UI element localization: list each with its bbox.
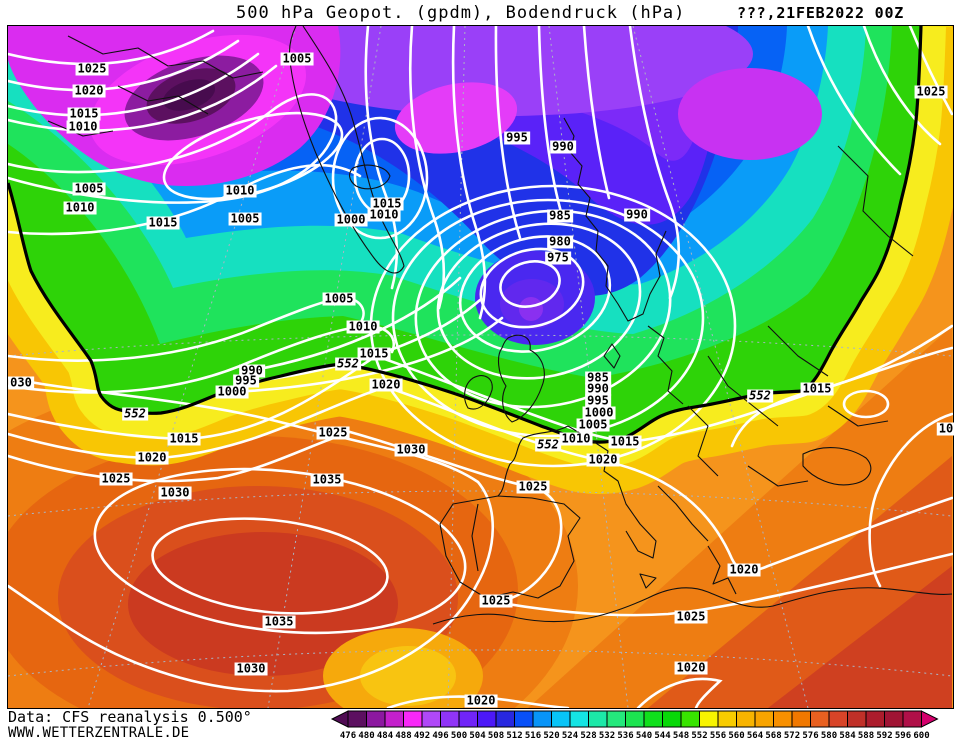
chart-title: 500 hPa Geopot. (gpdm), Bodendruck (hPa) xyxy=(236,3,686,23)
colorbar-tick: 564 xyxy=(747,731,764,741)
colorbar-segment xyxy=(736,710,756,728)
colorbar-segment xyxy=(440,710,460,728)
colorbar-tick: 552 xyxy=(691,731,707,741)
colorbar-segment xyxy=(495,710,515,728)
colorbar-segment xyxy=(606,710,626,728)
colorbar-tick: 480 xyxy=(358,731,374,741)
colorbar-segment xyxy=(828,710,848,728)
colorbar-tick: 488 xyxy=(395,731,411,741)
graticule xyxy=(8,26,953,708)
colorbar-tick: 516 xyxy=(525,731,541,741)
coastlines xyxy=(47,26,953,625)
colorbar-tick: 588 xyxy=(858,731,874,741)
website-credit: WWW.WETTERZENTRALE.DE xyxy=(8,725,190,741)
geopotential-552-contour xyxy=(8,26,923,444)
colorbar-tick: 572 xyxy=(784,731,800,741)
colorbar-segment xyxy=(458,710,478,728)
colorbar-segment xyxy=(865,710,885,728)
map-field-svg xyxy=(8,26,953,708)
colorbar-tick: 540 xyxy=(636,731,652,741)
chart-datetime: ???,21FEB2022 00Z xyxy=(737,4,905,22)
colorbar-segment xyxy=(384,710,404,728)
colorbar-tick: 520 xyxy=(543,731,559,741)
colorbar-tick: 528 xyxy=(580,731,596,741)
data-credit: Data: CFS reanalysis 0.500° xyxy=(8,708,252,726)
colorbar-segment xyxy=(754,710,774,728)
colorbar-tick: 508 xyxy=(488,731,504,741)
colorbar-segment xyxy=(643,710,663,728)
colorbar-left-arrow xyxy=(330,710,349,728)
colorbar-segment xyxy=(699,710,719,728)
colorbar-segment xyxy=(366,710,386,728)
colorbar-tick: 524 xyxy=(562,731,579,741)
colorbar-tick: 532 xyxy=(599,731,615,741)
colorbar-tick: 584 xyxy=(839,731,856,741)
colorbar-tick: 476 xyxy=(340,731,356,741)
colorbar-tick: 556 xyxy=(710,731,726,741)
colorbar-segment xyxy=(717,710,737,728)
colorbar-tick: 596 xyxy=(895,731,911,741)
colorbar-tick: 548 xyxy=(673,731,689,741)
colorbar-tick: 576 xyxy=(802,731,818,741)
colorbar-tick: 568 xyxy=(765,731,781,741)
colorbar-tick: 592 xyxy=(876,731,892,741)
colorbar-segment xyxy=(791,710,811,728)
colorbar-segment xyxy=(810,710,830,728)
colorbar-segment xyxy=(625,710,645,728)
colorbar-segment xyxy=(551,710,571,728)
colorbar-segment xyxy=(680,710,700,728)
colorbar-tick: 496 xyxy=(432,731,448,741)
colorbar-tick: 560 xyxy=(728,731,744,741)
colorbar-segment xyxy=(569,710,589,728)
colorbar: 476 480 484 488 492 496 500 504 508 512 516 520 524 5… xyxy=(328,709,958,741)
weather-map: 1025 1020 1015 1010 1005 1010 1005 1005 1010 1015… xyxy=(7,25,956,709)
colorbar-segment xyxy=(514,710,534,728)
colorbar-segment xyxy=(347,710,367,728)
colorbar-segment xyxy=(588,710,608,728)
colorbar-segment xyxy=(662,710,682,728)
colorbar-segment xyxy=(477,710,497,728)
colorbar-tick: 580 xyxy=(821,731,837,741)
colorbar-tick: 500 xyxy=(451,731,467,741)
colorbar-segment xyxy=(847,710,867,728)
colorbar-tick: 492 xyxy=(414,731,430,741)
colorbar-segment xyxy=(773,710,793,728)
colorbar-svg: 476 480 484 488 492 496 500 504 508 512 516 520 524 5… xyxy=(330,710,939,741)
colorbar-right-arrow xyxy=(921,710,939,728)
colorbar-segment xyxy=(532,710,552,728)
colorbar-segment xyxy=(884,710,904,728)
colorbar-segment xyxy=(403,710,423,728)
colorbar-segment xyxy=(902,710,922,728)
colorbar-segment xyxy=(421,710,441,728)
colorbar-tick: 504 xyxy=(469,731,486,741)
colorbar-tick: 544 xyxy=(654,731,671,741)
colorbar-tick: 484 xyxy=(377,731,394,741)
colorbar-tick: 600 xyxy=(913,731,929,741)
colorbar-tick: 536 xyxy=(617,731,633,741)
colorbar-tick: 512 xyxy=(506,731,522,741)
